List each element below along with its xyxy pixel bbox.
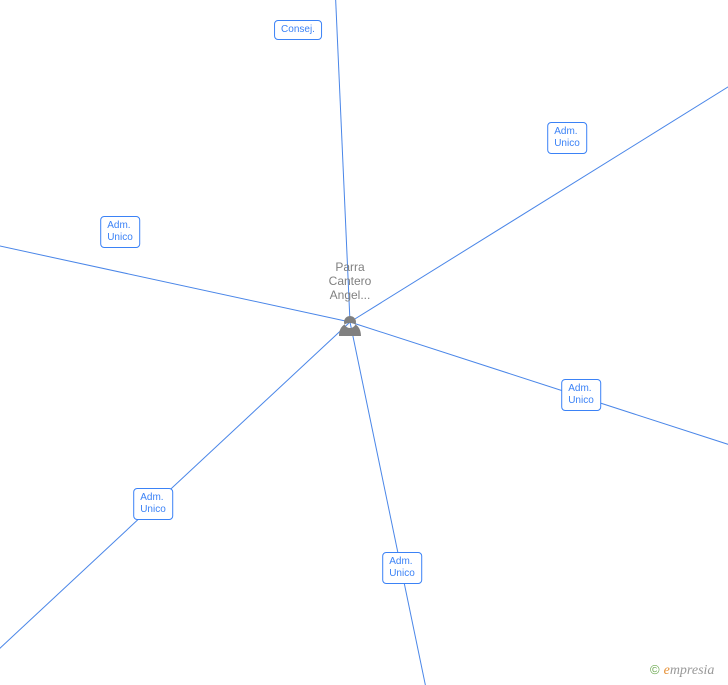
edge-label[interactable]: Adm. Unico [100,216,140,248]
person-icon [339,316,361,336]
edge-label[interactable]: Adm. Unico [547,122,587,154]
network-canvas [0,0,728,685]
edge-label[interactable]: Adm. Unico [382,552,422,584]
center-node-label: Parra Cantero Angel... [329,260,372,302]
edge-line [350,322,470,685]
watermark: ©empresia [650,662,714,679]
edge-line [0,322,350,685]
edge-line [350,322,728,500]
edge-line [0,220,350,322]
edge-label[interactable]: Consej. [274,20,322,40]
edge-label[interactable]: Adm. Unico [561,379,601,411]
watermark-rest: mpresia [670,663,715,678]
edge-label[interactable]: Adm. Unico [133,488,173,520]
edge-line [350,0,728,322]
copyright-symbol: © [650,662,660,677]
